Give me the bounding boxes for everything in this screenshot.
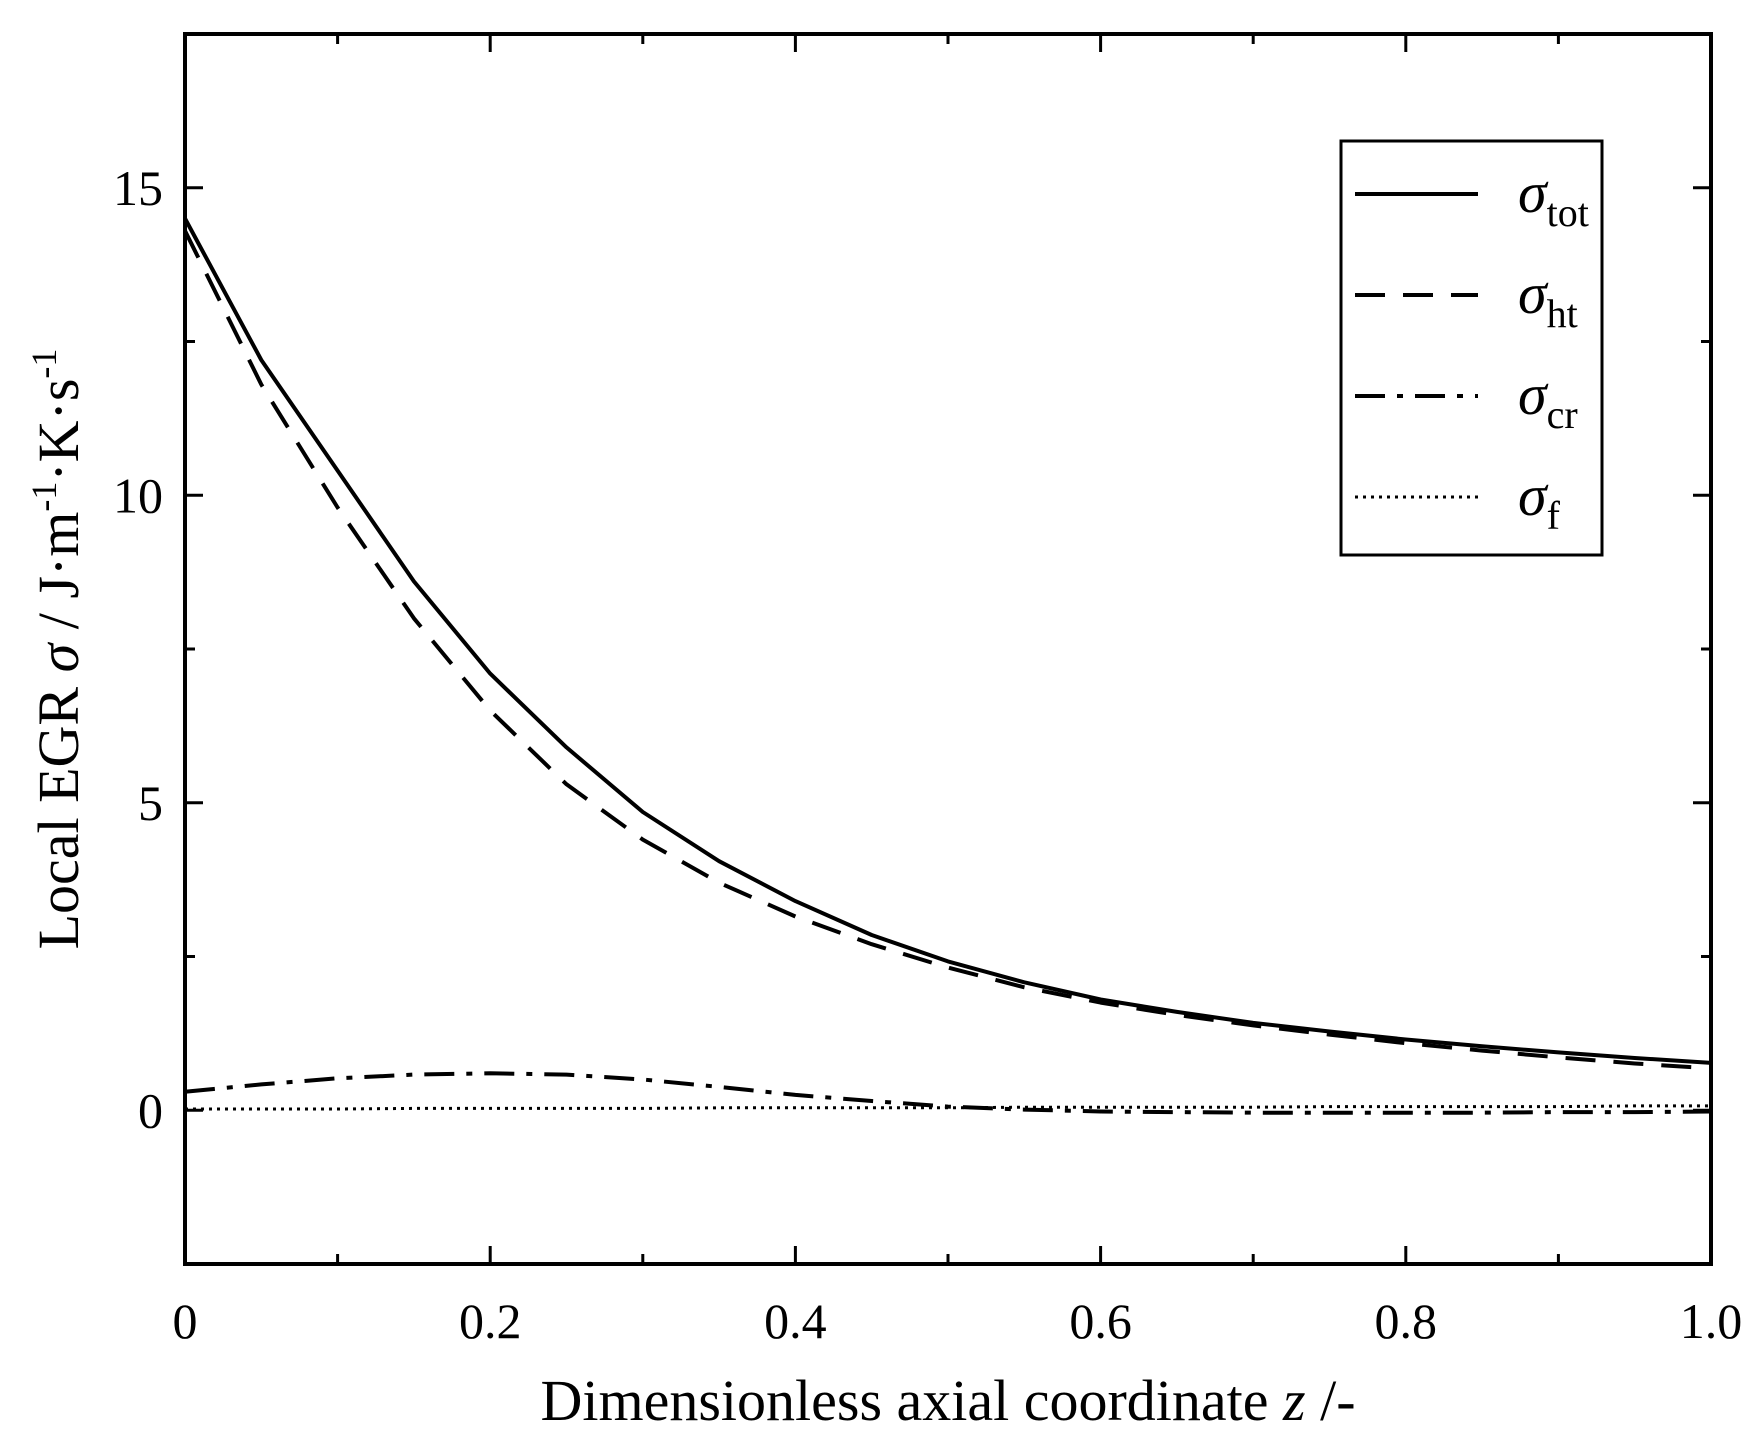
legend-items: σtot σht σcr σf: [1355, 160, 1589, 538]
legend-ht-label: σht: [1518, 261, 1578, 336]
legend-tot-label: σtot: [1518, 160, 1589, 235]
y-axis-label: Local EGR σ / J·m-1·K·s-1: [24, 349, 91, 950]
series-tot-line: [183, 217, 1712, 1065]
y-tick-label: 15: [113, 160, 163, 216]
legend-box: [1339, 139, 1604, 557]
x-axis-label: Dimensionless axial coordinate z /-: [540, 1368, 1355, 1433]
x-tick-label: 0.8: [1375, 1293, 1438, 1349]
legend-cr-label: σcr: [1518, 362, 1578, 437]
legend: σtot σht σcr σf: [1339, 139, 1604, 557]
legend-f-label: σf: [1518, 463, 1561, 538]
series-cr-line: [184, 1071, 1712, 1115]
x-tick-label: 0.2: [459, 1293, 522, 1349]
series-layer: [183, 217, 1712, 1115]
x-tick-label: 0: [173, 1293, 198, 1349]
y-tick-label: 10: [113, 467, 163, 523]
x-tick-label: 1.0: [1680, 1293, 1743, 1349]
x-tick-label: 0.6: [1069, 1293, 1132, 1349]
y-tick-label: 0: [138, 1082, 163, 1138]
y-tick-label: 5: [138, 775, 163, 831]
tick-layer: 0 0.2 0.4 0.6 0.8 1.0 0 5 10 15: [113, 34, 1742, 1349]
x-tick-label: 0.4: [764, 1293, 827, 1349]
series-ht-line: [183, 229, 1712, 1071]
